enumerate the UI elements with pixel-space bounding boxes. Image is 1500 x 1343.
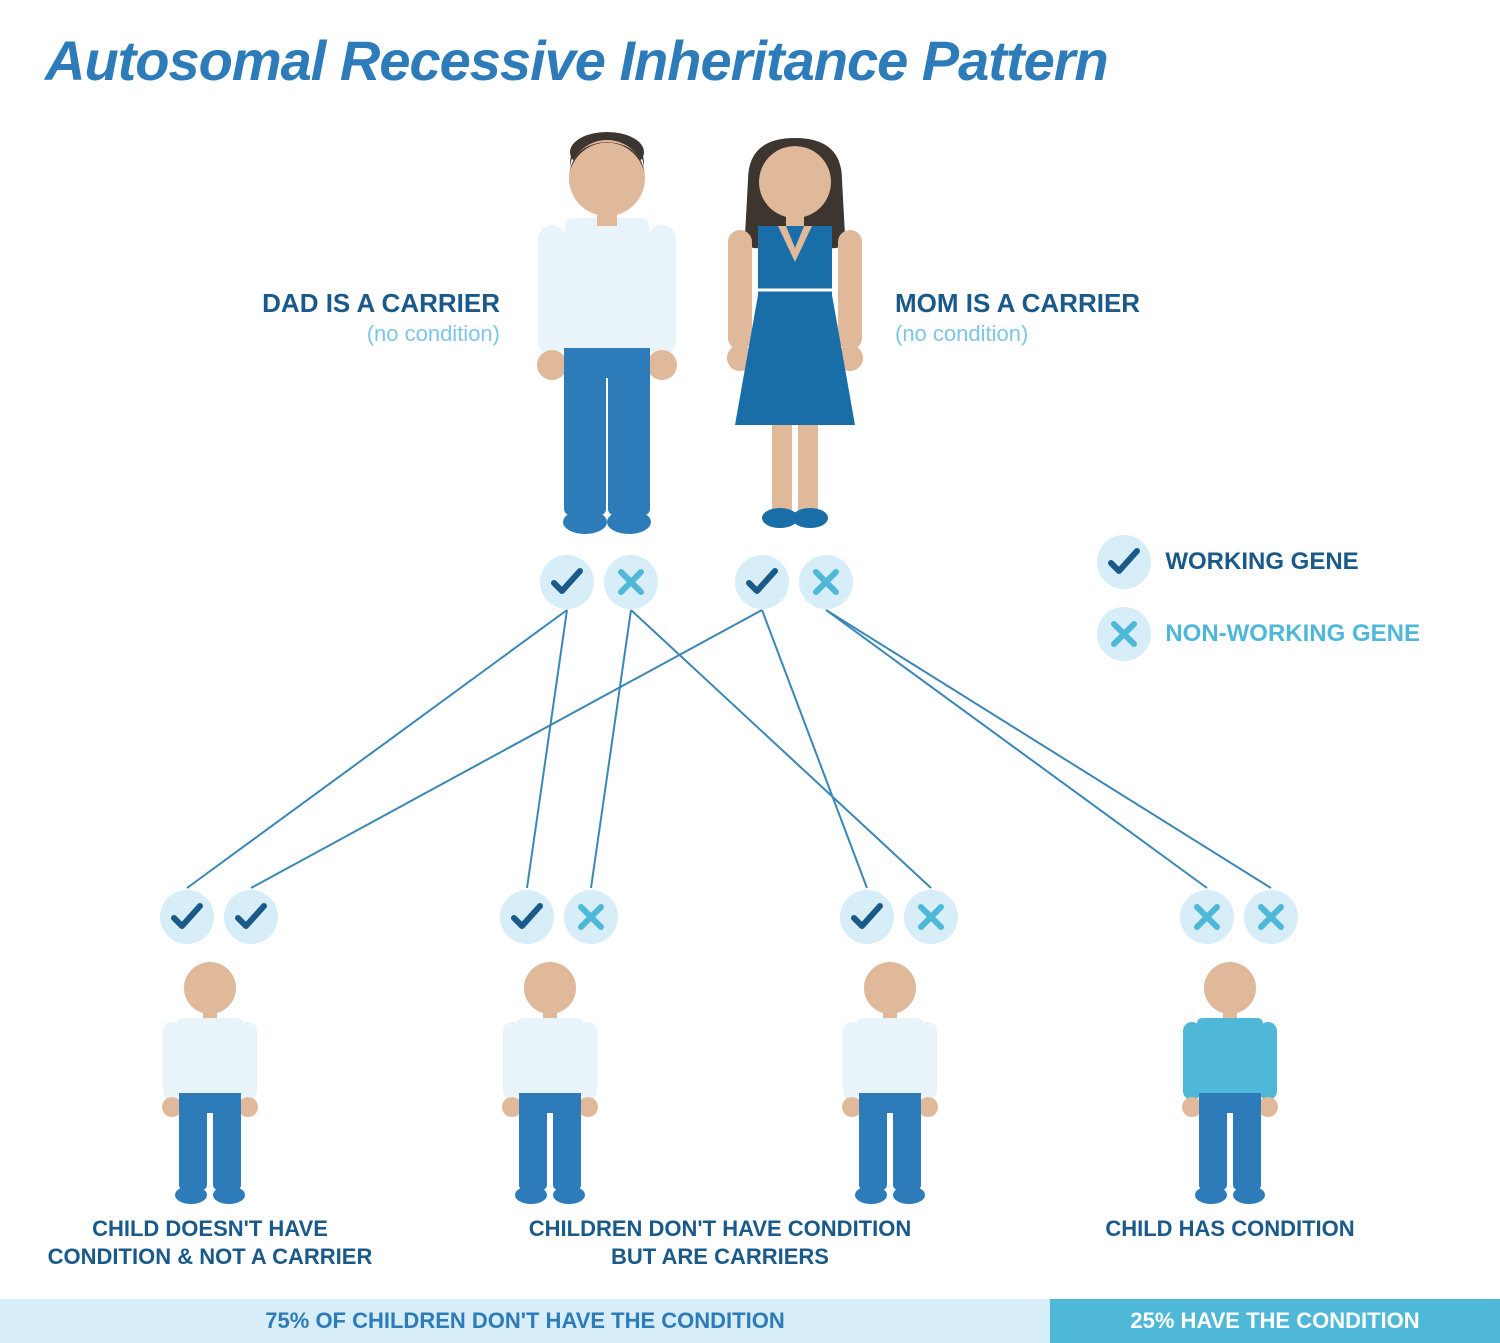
x-icon <box>604 555 658 609</box>
check-icon <box>224 890 278 944</box>
check-icon <box>1097 535 1151 589</box>
check-icon <box>160 890 214 944</box>
legend-nonworking: NON-WORKING GENE <box>1097 607 1420 661</box>
x-icon <box>564 890 618 944</box>
dad-sublabel: (no condition) <box>200 321 500 347</box>
check-icon <box>540 555 594 609</box>
mom-label-text: MOM IS A CARRIER <box>895 288 1140 318</box>
child-figure <box>155 960 265 1210</box>
legend-nonworking-text: NON-WORKING GENE <box>1165 620 1420 648</box>
check-icon <box>500 890 554 944</box>
legend-working: WORKING GENE <box>1097 535 1420 589</box>
child-figure <box>1175 960 1285 1210</box>
dad-label: DAD IS A CARRIER (no condition) <box>200 288 500 347</box>
child-figure <box>495 960 605 1210</box>
bar-25: 25% HAVE THE CONDITION <box>1050 1299 1500 1343</box>
bar-75-text: 75% OF CHILDREN DON'T HAVE THE CONDITION <box>265 1308 784 1334</box>
child-label: CHILD HAS CONDITION <box>1050 1215 1410 1243</box>
check-icon <box>735 555 789 609</box>
child-label: CHILD DOESN'T HAVECONDITION & NOT A CARR… <box>10 1215 410 1270</box>
x-icon <box>1097 607 1151 661</box>
bar-75: 75% OF CHILDREN DON'T HAVE THE CONDITION <box>0 1299 1050 1343</box>
page-title: Autosomal Recessive Inheritance Pattern <box>45 28 1108 93</box>
x-icon <box>904 890 958 944</box>
legend: WORKING GENE NON-WORKING GENE <box>1097 535 1420 679</box>
legend-working-text: WORKING GENE <box>1165 548 1358 576</box>
mom-sublabel: (no condition) <box>895 321 1215 347</box>
mom-figure <box>700 130 890 545</box>
child-figure <box>835 960 945 1210</box>
check-icon <box>840 890 894 944</box>
dad-label-text: DAD IS A CARRIER <box>262 288 500 318</box>
child-label: CHILDREN DON'T HAVE CONDITIONBUT ARE CAR… <box>470 1215 970 1270</box>
x-icon <box>1244 890 1298 944</box>
x-icon <box>1180 890 1234 944</box>
x-icon <box>799 555 853 609</box>
mom-label: MOM IS A CARRIER (no condition) <box>895 288 1215 347</box>
dad-figure <box>520 130 695 545</box>
bar-25-text: 25% HAVE THE CONDITION <box>1130 1308 1419 1334</box>
